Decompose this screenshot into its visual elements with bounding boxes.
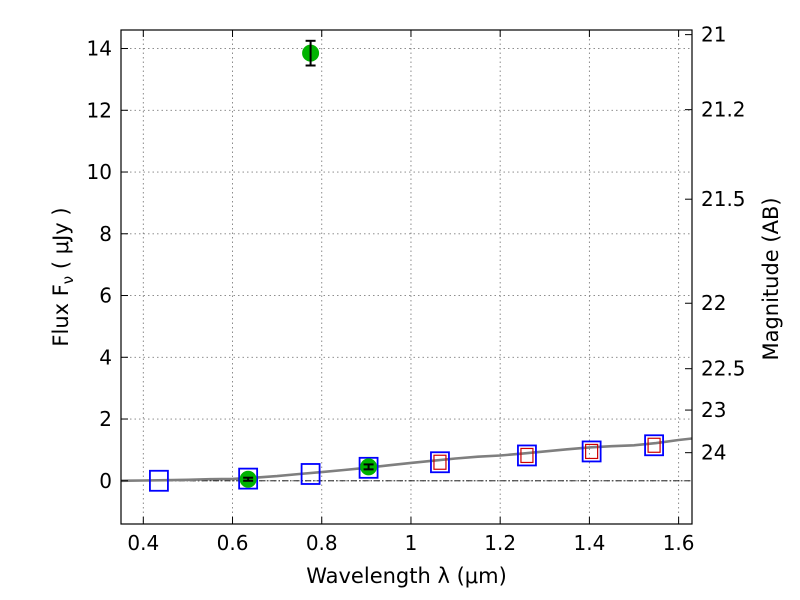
y-axis-label-main: Flux F (49, 284, 73, 346)
y-tick-label: 6 (99, 284, 112, 308)
x-tick-label: 1.4 (573, 531, 605, 555)
y-tick-label: 4 (99, 345, 112, 369)
y-tick-label: 12 (87, 98, 112, 122)
y2-tick-label: 24 (701, 441, 726, 465)
y-tick-label: 14 (87, 37, 112, 61)
model-inner-square (647, 437, 661, 453)
model-band-markers (149, 434, 664, 492)
axis-ticks: 0.4 0.6 0.8 1 1.2 1.4 1.6024681012142121.221.5… (87, 23, 746, 555)
model-square (300, 463, 321, 485)
x-tick-label: 1.2 (484, 531, 516, 555)
model-square (517, 444, 537, 467)
y2-tick-label: 22 (701, 291, 726, 315)
model-square (581, 440, 602, 463)
x-axis-label: Wavelength λ (μm) (306, 564, 507, 588)
model-square (149, 469, 169, 492)
grid-lines (121, 30, 692, 524)
axis-labels: Wavelength λ (μm) Flux Fν ( μJy ) Magnit… (49, 197, 783, 588)
plot-frame (120, 29, 693, 525)
x-tick-label: 0.8 (306, 531, 338, 555)
x-tick-label: 1.6 (663, 531, 695, 555)
y2-tick-label: 22.5 (701, 357, 746, 381)
model-square (238, 467, 259, 490)
y2-tick-label: 21 (701, 23, 726, 47)
y-axis-label-unit: ( μJy ) (49, 207, 73, 275)
model-inner-square (520, 447, 534, 464)
model-spectrum (120, 437, 693, 483)
model-inner-square (433, 454, 447, 470)
model-square (644, 434, 664, 457)
y2-tick-label: 21.2 (701, 98, 746, 122)
x-tick-label: 1 (405, 531, 418, 555)
y2-axis-label: Magnitude (AB) (759, 197, 783, 360)
y-tick-label: 0 (99, 469, 112, 493)
y2-tick-label: 23 (701, 398, 726, 422)
y-tick-label: 8 (99, 222, 112, 246)
model-square (430, 451, 450, 474)
model-inner-square (585, 443, 599, 460)
x-tick-label: 0.4 (127, 531, 159, 555)
observed-points (239, 39, 378, 488)
spectrum-line (120, 437, 693, 483)
x-tick-label: 0.6 (217, 531, 249, 555)
y-axis-label: Flux Fν ( μJy ) (49, 207, 77, 346)
y-tick-label: 2 (99, 407, 112, 431)
y2-tick-label: 21.5 (701, 187, 746, 211)
model-square (358, 456, 379, 479)
y-axis-label-subscript: ν (59, 276, 77, 284)
y-tick-label: 10 (87, 160, 112, 184)
